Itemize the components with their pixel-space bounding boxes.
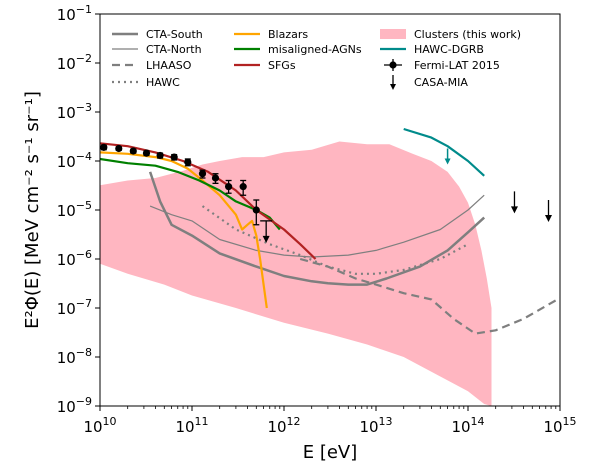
casa-mia-arrow-head: [545, 215, 553, 222]
legend-item-blazars: Blazars: [234, 28, 308, 41]
fermi-point: [115, 144, 123, 153]
legend-item-cta-north: CTA-North: [112, 43, 202, 56]
fermi-point: [184, 158, 192, 166]
y-tick-label: 10−7: [57, 297, 92, 318]
band-layer: [100, 141, 492, 406]
fermi-point: [100, 143, 108, 151]
legend-item-sfgs: SFGs: [234, 59, 296, 72]
series-lhaaso: [299, 257, 560, 335]
y-tick-label: 10−9: [57, 395, 92, 416]
x-axis-label: E [eV]: [303, 442, 358, 463]
marker-layer: [100, 143, 553, 243]
legend-label: CTA-South: [146, 28, 203, 41]
x-tick-label: 1011: [175, 415, 208, 436]
fermi-point: [170, 153, 178, 161]
legend-item-fermi-lat-2015: Fermi-LAT 2015: [384, 59, 500, 72]
legend-swatch: [380, 29, 406, 39]
legend-item-casa-mia: CASA-MIA: [390, 75, 468, 90]
legend-label: CTA-North: [146, 43, 202, 56]
legend-label: Fermi-LAT 2015: [414, 59, 500, 72]
legend-label: SFGs: [268, 59, 296, 72]
series-cta-south: [148, 171, 486, 286]
legend-item-clusters-this-work: Clusters (this work): [380, 28, 521, 41]
series-cta-north: [149, 194, 485, 258]
fermi-point: [225, 183, 233, 191]
y-tick-label: 10−6: [57, 248, 92, 269]
legend-item-misaligned-agns: misaligned-AGNs: [234, 43, 362, 56]
legend-label: LHAASO: [146, 59, 192, 72]
legend-item-hawc: HAWC: [112, 76, 180, 89]
legend-label: CASA-MIA: [414, 76, 468, 89]
x-tick-label: 1015: [543, 415, 576, 436]
tick-layer: 1010 1011 1012 1013 1014 1015 10−9 10−8 10−7 10−6…: [57, 3, 577, 436]
legend-swatch: [389, 61, 397, 69]
legend-item-hawc-dgrb: HAWC-DGRB: [380, 43, 484, 56]
y-axis-label: E²Φ(E) [MeV cm⁻² s⁻¹ sr⁻¹]: [22, 91, 43, 329]
series-layer: [100, 127, 560, 335]
band-clusters-this-work: [100, 141, 492, 406]
fermi-upper-limit-head: [262, 235, 270, 243]
fermi-point: [198, 170, 207, 178]
legend-swatch: [390, 84, 396, 90]
x-tick-label: 1013: [359, 415, 392, 436]
legend-label: Blazars: [268, 28, 308, 41]
series-sfgs: [100, 142, 317, 260]
y-tick-label: 10−8: [57, 346, 92, 367]
fermi-point: [239, 183, 247, 191]
fermi-point: [156, 151, 164, 160]
x-tick-label: 1010: [83, 415, 116, 436]
series-hawc-dgrb: [403, 127, 485, 177]
hawc-dgrb-arrow-head: [444, 158, 451, 165]
legend: CTA-South CTA-North LHAASO HAWC Blazars misal…: [112, 28, 521, 90]
legend-label: Clusters (this work): [414, 28, 521, 41]
fermi-point: [252, 206, 260, 214]
y-tick-label: 10−3: [57, 101, 92, 122]
legend-label: misaligned-AGNs: [268, 43, 362, 56]
legend-label: HAWC: [146, 76, 180, 89]
y-tick-label: 10−1: [57, 3, 92, 24]
x-tick-label: 1012: [267, 415, 300, 436]
y-tick-label: 10−2: [57, 52, 92, 73]
y-tick-label: 10−4: [57, 150, 92, 171]
legend-label: HAWC-DGRB: [414, 43, 484, 56]
legend-item-cta-south: CTA-South: [112, 28, 203, 41]
fermi-point: [211, 174, 220, 182]
legend-item-lhaaso: LHAASO: [112, 59, 192, 72]
fermi-point: [142, 149, 151, 157]
fermi-point: [129, 147, 137, 155]
y-tick-label: 10−5: [57, 199, 92, 220]
casa-mia-arrow-head: [510, 206, 518, 214]
x-tick-label: 1014: [451, 415, 484, 436]
